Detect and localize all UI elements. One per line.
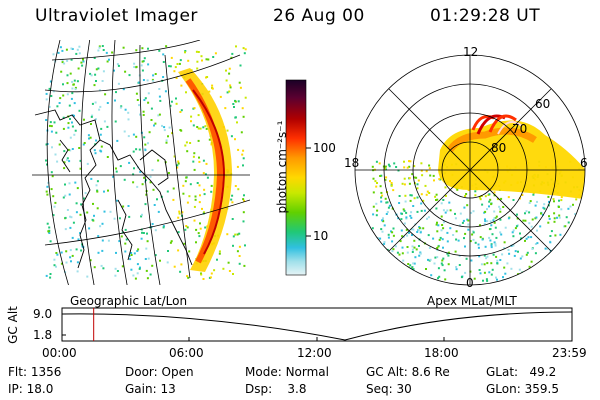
colorbar-tick-100: 100 <box>313 141 336 155</box>
mlt-label-18: 18 <box>344 156 360 170</box>
xtick-2359: 23:59 <box>552 346 587 360</box>
seq-value: 30 <box>396 382 412 396</box>
gcalt-value: 8.6 Re <box>411 365 450 379</box>
auroral-band <box>178 68 232 272</box>
coastlines <box>34 109 193 269</box>
instrument-title: Ultraviolet Imager <box>35 6 198 26</box>
ip-value: 18.0 <box>26 382 54 396</box>
altitude-curve <box>61 311 573 341</box>
mlt-label-6: 6 <box>580 156 588 170</box>
mlat-label-80: 80 <box>491 141 507 155</box>
flt-field: Flt: 1356 <box>8 365 62 379</box>
dsp-field: Dsp: 3.8 <box>245 382 307 396</box>
xtick-0000: 00:00 <box>42 346 77 360</box>
gain-value: 13 <box>160 382 176 396</box>
seq-field: Seq: 30 <box>366 382 412 396</box>
xtick-1800: 18:00 <box>424 346 459 360</box>
colorbar-gradient <box>285 79 307 276</box>
timeline-ylabel: GC Alt <box>6 306 20 344</box>
glat-field: GLat: 49.2 <box>486 365 557 379</box>
apex-caption: Apex MLat/MLT <box>427 294 517 308</box>
glat-value: 49.2 <box>529 365 557 379</box>
mlt-label-0: 0 <box>466 276 474 290</box>
mlat-label-70: 70 <box>512 122 528 136</box>
gcalt-field: GC Alt: 8.6 Re <box>366 365 450 379</box>
geographic-caption: Geographic Lat/Lon <box>70 294 188 308</box>
ip-field: IP: 18.0 <box>8 382 54 396</box>
mlat-label-60: 60 <box>535 97 551 111</box>
flt-value: 1356 <box>30 365 62 379</box>
gain-field: Gain: 13 <box>125 382 176 396</box>
door-field: Door: Open <box>125 365 194 379</box>
polar-grid <box>354 54 586 286</box>
date-label: 26 Aug 00 <box>273 6 365 26</box>
glon-value: 359.5 <box>524 382 559 396</box>
glon-field: GLon: 359.5 <box>486 382 559 396</box>
mode-field: Mode: Normal <box>245 365 329 379</box>
door-value: Open <box>161 365 194 379</box>
time-label: 01:29:28 UT <box>430 6 541 26</box>
xtick-1200: 12:00 <box>297 346 332 360</box>
xtick-0600: 06:00 <box>169 346 204 360</box>
geo-grid <box>32 40 250 285</box>
mode-value: Normal <box>285 365 329 379</box>
ytick-9: 9.0 <box>33 307 53 321</box>
mlt-label-12: 12 <box>463 45 479 59</box>
ytick-1-8: 1.8 <box>33 328 53 342</box>
colorbar-tick-10: 10 <box>313 229 329 243</box>
dsp-value: 3.8 <box>287 382 307 396</box>
